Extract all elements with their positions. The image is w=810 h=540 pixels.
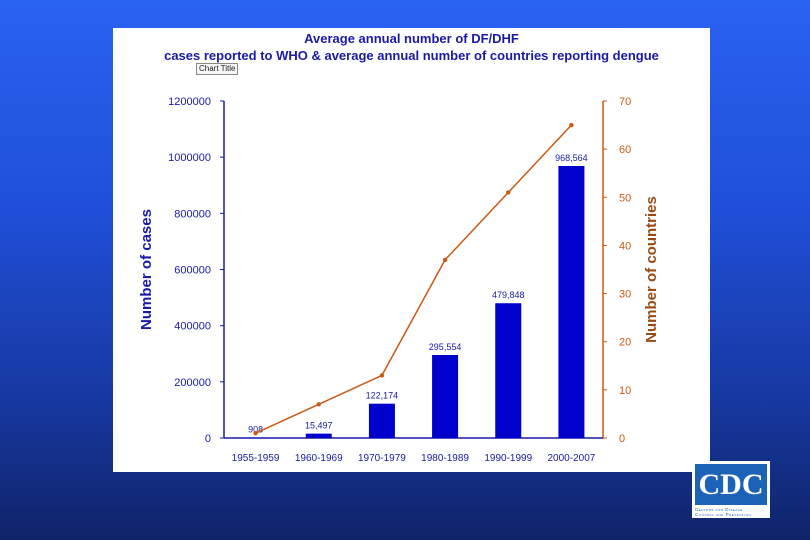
x-axis-tick-label: 1955-1959	[232, 453, 280, 464]
left-axis-tick-label: 200000	[174, 377, 211, 389]
bar-data-label: 968,564	[555, 153, 588, 163]
bar-data-label: 479,848	[492, 290, 525, 300]
countries-point	[506, 190, 511, 195]
x-axis-tick-label: 1970-1979	[358, 453, 406, 464]
bar-data-label: 15,497	[305, 421, 333, 431]
right-axis-tick-label: 70	[619, 96, 631, 108]
countries-line	[255, 124, 572, 434]
countries-point	[253, 430, 258, 436]
x-axis-tick-label: 2000-2007	[548, 453, 596, 464]
bar	[305, 433, 332, 438]
bar-data-label: 122,174	[366, 391, 399, 401]
cdc-logo: CDC Centers for Disease Control and Prev…	[692, 461, 770, 518]
right-axis-tick-label: 10	[619, 385, 631, 397]
left-axis-tick-label: 400000	[174, 321, 211, 333]
cdc-logo-mark: CDC	[695, 464, 767, 505]
right-axis-title: Number of countries	[643, 196, 660, 343]
right-axis-tick-label: 30	[619, 289, 631, 301]
chart-title-line-2: cases reported to WHO & average annual n…	[164, 48, 659, 63]
bar	[242, 437, 269, 439]
countries-point	[442, 257, 448, 263]
bar	[558, 165, 585, 439]
chart-title-line-1: Average annual number of DF/DHF	[304, 31, 519, 46]
countries-point	[316, 402, 321, 407]
right-axis-tick-label: 0	[619, 433, 625, 445]
left-axis-tick-label: 1000000	[168, 152, 211, 164]
x-axis-tick-label: 1980-1989	[421, 453, 469, 464]
bar	[495, 303, 522, 438]
x-axis-tick-label: 1990-1999	[484, 453, 532, 464]
chart-title-tooltip: Chart Title	[196, 63, 239, 75]
right-axis-tick-label: 20	[619, 337, 631, 349]
bar	[432, 354, 459, 438]
cdc-logo-subtitle-line2: Control and Prevention	[695, 512, 752, 517]
left-axis-tick-label: 0	[205, 433, 211, 445]
cdc-logo-subtitle: Centers for Disease Control and Preventi…	[695, 507, 767, 517]
bar-data-label: 908	[248, 425, 263, 435]
right-axis-tick-label: 40	[619, 240, 631, 252]
chart-panel: Average annual number of DF/DHF cases re…	[113, 28, 710, 472]
left-axis-tick-label: 800000	[174, 208, 211, 220]
left-axis-tick-label: 1200000	[168, 96, 211, 108]
bar	[368, 403, 395, 438]
left-axis-tick-label: 600000	[174, 265, 211, 277]
bar-data-label: 295,554	[429, 342, 462, 352]
x-axis-tick-label: 1960-1969	[295, 453, 343, 464]
cdc-logo-subtitle-line1: Centers for Disease	[695, 507, 743, 512]
left-axis-title: Number of cases	[138, 209, 155, 330]
countries-point	[569, 122, 574, 128]
countries-point	[379, 373, 385, 378]
right-axis-tick-label: 60	[619, 144, 631, 156]
right-axis-tick-label: 50	[619, 192, 631, 204]
chart-plot: 0 200000 400000 600000 800000 1000000 1200000 0…	[138, 96, 660, 464]
